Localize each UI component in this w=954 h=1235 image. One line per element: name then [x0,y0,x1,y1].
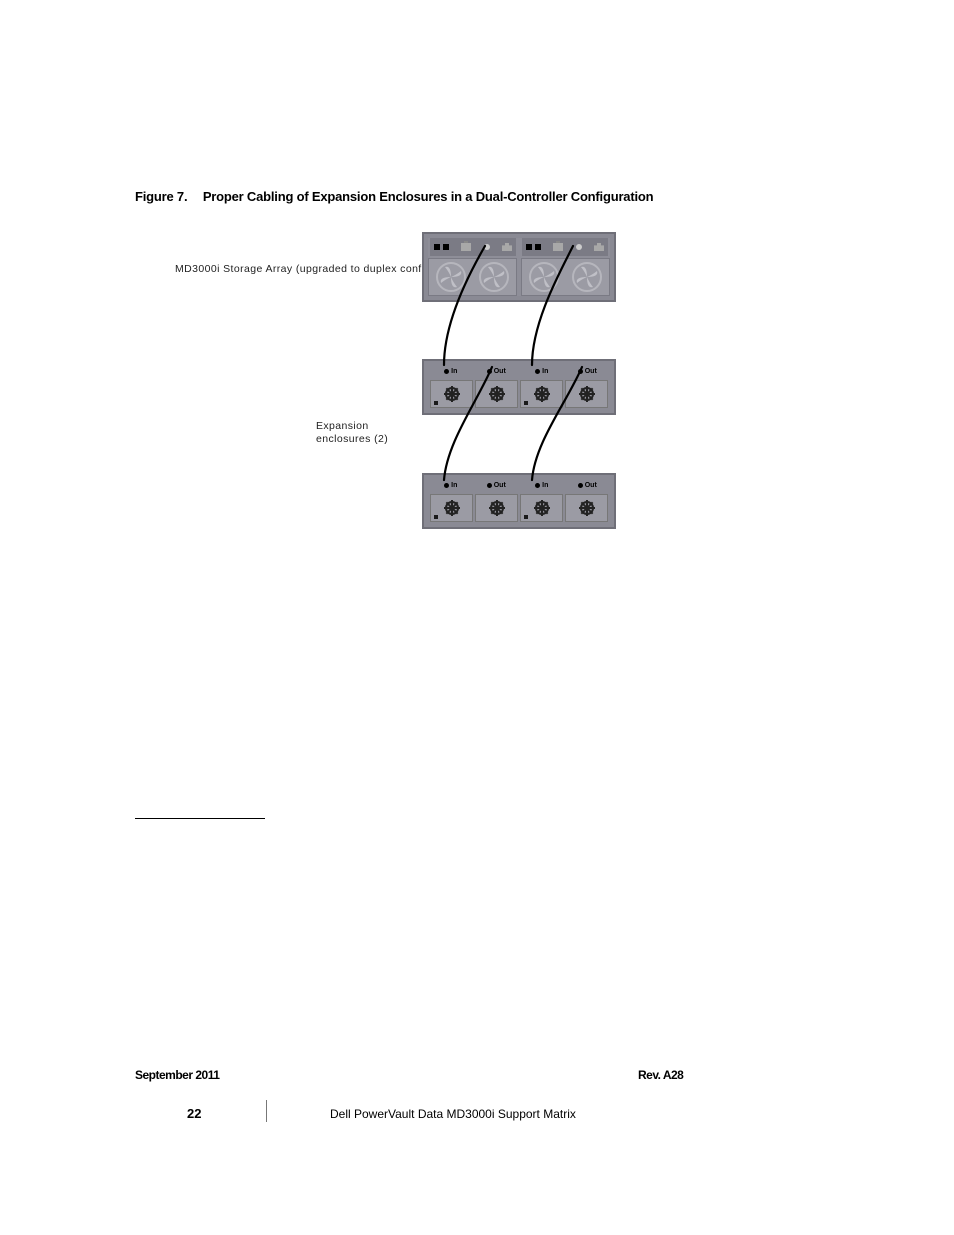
exp2-port-in-a [430,494,473,522]
port-label-in: In [542,482,548,489]
fan-icon [529,262,559,292]
footer-document-title: Dell PowerVault Data MD3000i Support Mat… [330,1107,576,1121]
fan-icon [479,262,509,292]
label-expansion-line2: enclosures (2) [316,433,388,445]
figure-title: Proper Cabling of Expansion Enclosures i… [203,189,654,204]
expansion-enclosure-1: In Out In Out [422,359,616,415]
figure-caption: Figure 7. Proper Cabling of Expansion En… [135,189,653,204]
horizontal-rule [135,818,265,819]
exp1-port-out-a [475,380,518,408]
figure-number: Figure 7. [135,189,187,204]
port-label-out: Out [494,368,506,375]
exp1-port-in-a [430,380,473,408]
label-expansion-line1: Expansion [316,420,369,432]
exp2-port-out-a [475,494,518,522]
storage-array-top-row [428,238,610,256]
port-label-in: In [451,482,457,489]
footer-revision: Rev. A28 [638,1068,683,1082]
cabling-diagram: In Out In Out In Out In [422,232,622,542]
exp1-port-in-b [520,380,563,408]
fan-icon [572,262,602,292]
exp2-port-out-b [565,494,608,522]
port-label-in: In [542,368,548,375]
page: Figure 7. Proper Cabling of Expansion En… [0,0,954,1235]
controller-a-panel [430,238,516,256]
port-label-out: Out [585,368,597,375]
controller-b-panel [522,238,608,256]
fan-icon [436,262,466,292]
expansion2-labels: In Out In Out [428,478,610,492]
fan-bay-right [521,258,610,296]
storage-array-enclosure [422,232,616,302]
port-label-in: In [451,368,457,375]
label-expansion-enclosures: Expansion enclosures (2) [316,420,388,445]
footer-divider [266,1100,267,1122]
footer-page-number: 22 [187,1106,201,1121]
exp2-port-in-b [520,494,563,522]
port-label-out: Out [585,482,597,489]
fan-bay-left [428,258,517,296]
footer-date: September 2011 [135,1068,219,1082]
storage-array-fans [428,258,610,296]
exp1-port-out-b [565,380,608,408]
port-label-out: Out [494,482,506,489]
storage-array-inner [428,238,610,296]
expansion-enclosure-2: In Out In Out [422,473,616,529]
expansion1-labels: In Out In Out [428,364,610,378]
